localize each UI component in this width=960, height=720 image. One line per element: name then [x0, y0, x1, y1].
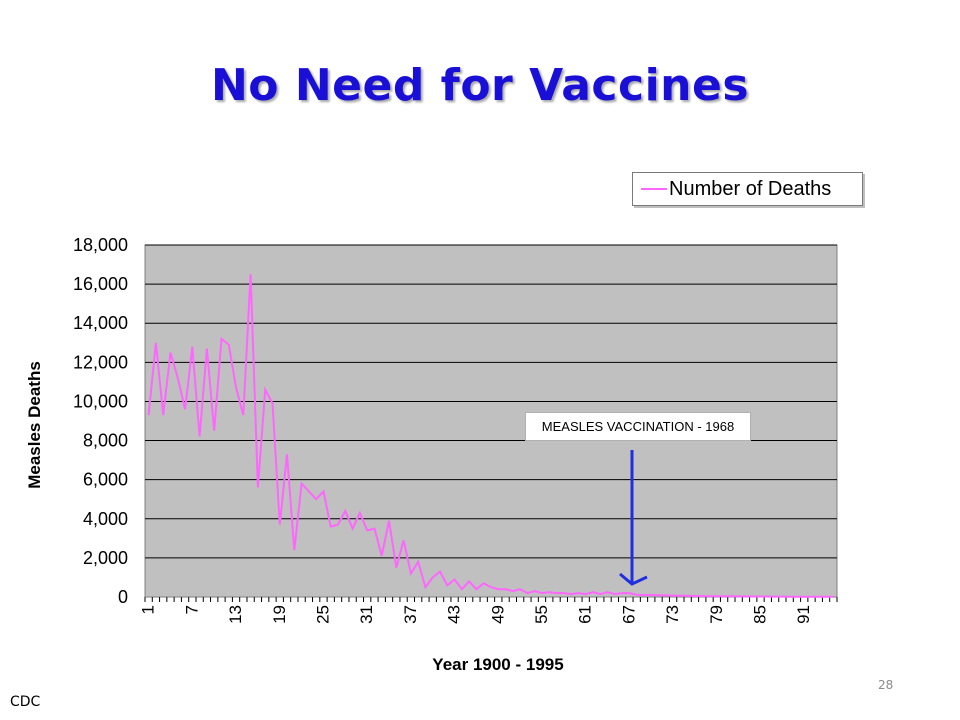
y-tick-label: 14,000: [73, 313, 128, 333]
x-tick-label: 67: [619, 605, 638, 624]
page-number: 28: [878, 678, 894, 692]
legend-swatch: [641, 188, 667, 190]
x-axis-ticks: 1 7 13 19 25 31 37 43 49 55 61 67 73 79 85 91: [139, 597, 838, 624]
x-tick-label: 73: [663, 605, 682, 624]
chart-legend: Number of Deaths: [632, 172, 863, 206]
legend-label: Number of Deaths: [669, 178, 832, 200]
x-tick-label: 13: [226, 605, 245, 624]
y-tick-label: 12,000: [73, 352, 128, 372]
x-tick-label: 91: [794, 605, 813, 624]
series-line-number-of-deaths: [147, 274, 834, 598]
y-tick-label: 2,000: [83, 548, 128, 568]
vaccination-arrow: [619, 450, 648, 586]
arrow-head: [619, 572, 648, 586]
y-tick-label: 18,000: [73, 235, 128, 255]
y-tick-label: 6,000: [83, 470, 128, 490]
source-label: CDC: [10, 694, 41, 710]
y-tick-label: 10,000: [73, 391, 128, 411]
y-tick-label: 16,000: [73, 274, 128, 294]
vaccination-annotation: MEASLES VACCINATION - 1968: [525, 412, 751, 441]
x-tick-label: 19: [270, 605, 289, 624]
slide-title: No Need for Vaccines: [210, 60, 750, 111]
x-tick-label: 79: [707, 605, 726, 624]
y-tick-label: 4,000: [83, 509, 128, 529]
x-tick-label: 31: [357, 605, 376, 624]
x-tick-label: 1: [139, 605, 158, 614]
x-tick-label: 61: [576, 605, 595, 624]
x-tick-label: 43: [445, 605, 464, 624]
x-tick-label: 49: [488, 605, 507, 624]
y-axis-ticks: 0 2,000 4,000 6,000 8,000 10,000 12,000 14,000 1…: [73, 235, 128, 607]
y-tick-label: 0: [118, 587, 128, 607]
x-tick-label: 7: [182, 605, 201, 614]
x-axis-label: Year 1900 - 1995: [432, 655, 563, 674]
y-tick-label: 8,000: [83, 431, 128, 451]
y-axis-label: Measles Deaths: [25, 361, 44, 489]
x-tick-label: 37: [401, 605, 420, 624]
x-tick-label: 85: [751, 605, 770, 624]
x-tick-label: 25: [313, 605, 332, 624]
x-tick-label: 55: [532, 605, 551, 624]
